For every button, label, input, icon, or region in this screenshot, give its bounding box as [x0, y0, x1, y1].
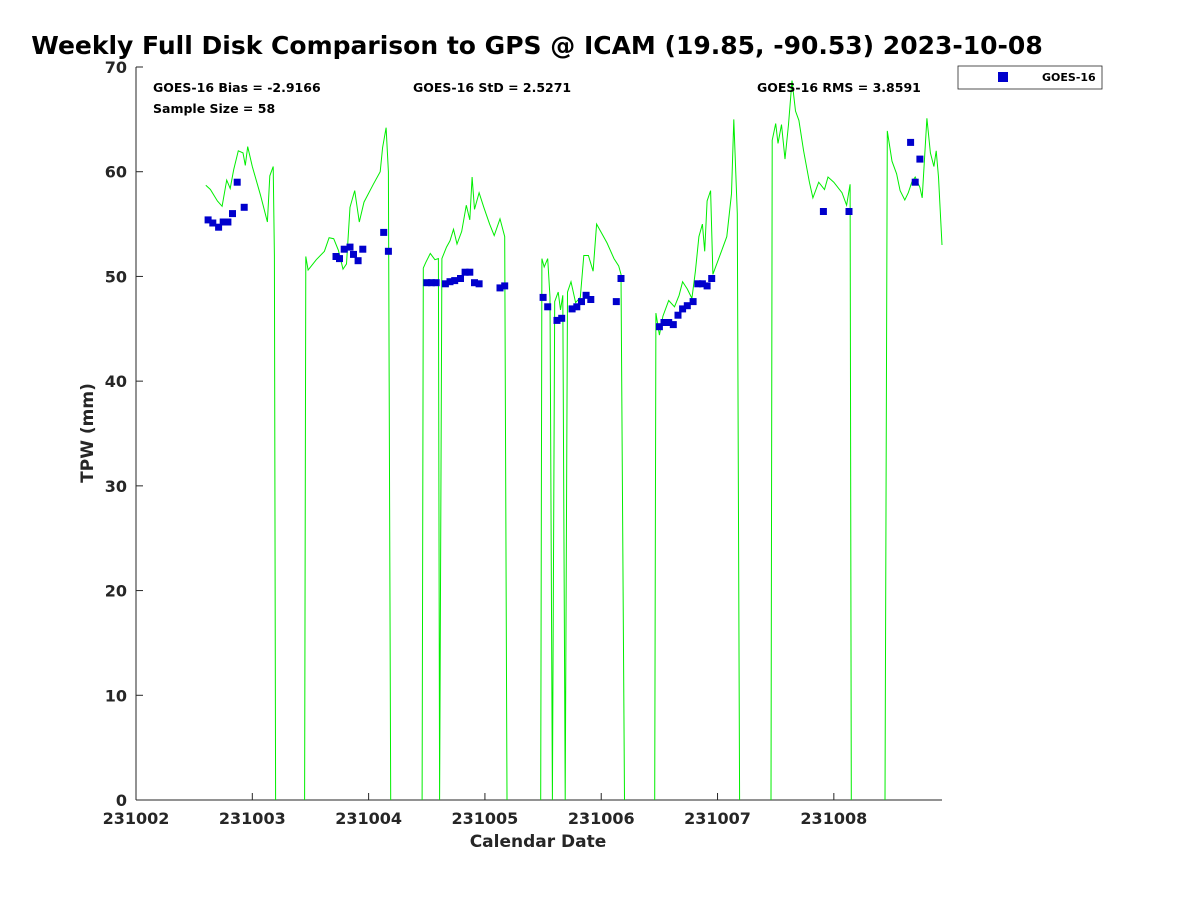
- legend: GOES-16: [957, 65, 1103, 90]
- goes16-point: [350, 250, 357, 258]
- goes16-point: [582, 291, 590, 299]
- goes16-point: [553, 316, 561, 324]
- goes16-points-layer: [204, 138, 924, 331]
- goes16-point: [708, 275, 716, 282]
- y-axis-label: TPW (mm): [78, 383, 98, 483]
- gps-tpw-line-segment: [421, 176, 508, 801]
- x-tick-label: 231007: [684, 809, 751, 828]
- goes16-point: [683, 302, 691, 310]
- tick-layer: 231002 231003 231004 231005 231006 231007 2310…: [103, 58, 868, 828]
- goes16-point: [496, 284, 504, 292]
- goes16-point: [544, 303, 552, 311]
- legend-box: [957, 65, 1103, 90]
- goes16-point: [215, 223, 223, 231]
- gps-tpw-line-segment: [884, 118, 943, 801]
- y-tick-label: 30: [105, 477, 127, 496]
- goes16-point: [617, 275, 625, 282]
- goes16-point: [346, 243, 354, 251]
- goes16-point: [359, 245, 367, 253]
- goes16-point: [568, 305, 576, 313]
- goes16-point: [539, 293, 547, 301]
- x-tick-label: 231004: [335, 809, 402, 828]
- gps-tpw-line-segment: [654, 119, 741, 801]
- goes16-point: [907, 138, 915, 146]
- goes16-point: [698, 280, 706, 288]
- goes16-point: [384, 247, 392, 255]
- goes16-point: [380, 228, 388, 236]
- y-tick-label: 0: [116, 791, 127, 810]
- goes16-point: [660, 319, 668, 326]
- goes16-point: [916, 155, 924, 163]
- x-tick-label: 231005: [452, 809, 519, 828]
- rms-annotation: GOES-16 RMS = 3.8591: [757, 80, 921, 95]
- goes16-point: [451, 277, 459, 285]
- y-tick-label: 50: [105, 267, 127, 286]
- goes16-point: [240, 203, 248, 211]
- goes16-point: [466, 268, 474, 276]
- goes16-point: [432, 279, 440, 287]
- plot-area: 231002 231003 231004 231005 231006 231007 2310…: [103, 58, 943, 828]
- goes16-point: [224, 218, 232, 226]
- goes16-point: [427, 279, 435, 287]
- y-tick-label: 20: [105, 582, 127, 601]
- chart-title: Weekly Full Disk Comparison to GPS @ ICA…: [31, 31, 1042, 60]
- gps-tpw-line-segment: [540, 222, 625, 801]
- goes16-point: [911, 178, 919, 186]
- legend-marker-goes16: [998, 72, 1008, 82]
- sample-size-annotation: Sample Size = 58: [153, 101, 275, 116]
- goes16-point: [461, 268, 469, 276]
- goes16-point: [233, 178, 241, 186]
- goes16-point: [573, 303, 581, 311]
- goes16-point: [229, 210, 236, 218]
- goes16-point: [694, 280, 702, 288]
- goes16-point: [501, 282, 509, 290]
- goes16-point: [669, 321, 677, 329]
- y-tick-label: 60: [105, 163, 127, 182]
- x-tick-label: 231006: [568, 809, 635, 828]
- x-tick-label: 231003: [219, 809, 286, 828]
- legend-label-goes16: GOES-16: [1042, 71, 1096, 84]
- goes16-point: [209, 219, 217, 227]
- goes16-point: [587, 296, 595, 303]
- goes16-point: [703, 282, 711, 290]
- y-tick-label: 40: [105, 372, 127, 391]
- std-annotation: GOES-16 StD = 2.5271: [413, 80, 571, 95]
- goes16-point: [336, 255, 343, 263]
- goes16-point: [423, 279, 431, 287]
- goes16-point: [665, 319, 673, 326]
- gps-tpw-line-segment: [205, 146, 277, 801]
- goes16-point: [204, 216, 212, 224]
- goes16-point: [475, 280, 483, 288]
- y-tick-label: 70: [105, 58, 127, 77]
- goes16-point: [612, 298, 620, 306]
- goes16-point: [354, 257, 362, 265]
- goes16-point: [819, 208, 827, 215]
- goes16-point: [441, 280, 449, 288]
- goes16-point: [340, 245, 348, 253]
- goes16-point: [845, 208, 853, 215]
- goes16-point: [674, 311, 682, 319]
- gps-line-layer: [205, 80, 943, 801]
- x-axis-label: Calendar Date: [470, 832, 607, 852]
- goes16-point: [446, 278, 454, 286]
- gps-tpw-line-segment: [304, 127, 392, 801]
- goes16-point: [679, 305, 687, 313]
- bias-annotation: GOES-16 Bias = -2.9166: [153, 80, 321, 95]
- goes16-point: [558, 314, 566, 322]
- goes16-point: [219, 218, 227, 226]
- goes16-point: [689, 298, 697, 306]
- goes16-point: [457, 275, 464, 282]
- x-tick-label: 231002: [103, 809, 170, 828]
- y-tick-label: 10: [105, 686, 127, 705]
- plot-frame: [136, 67, 942, 800]
- goes16-point: [471, 279, 478, 287]
- x-tick-label: 231008: [800, 809, 867, 828]
- goes16-point: [655, 323, 663, 331]
- goes16-point: [578, 298, 585, 306]
- gps-tpw-line-segment: [770, 80, 852, 801]
